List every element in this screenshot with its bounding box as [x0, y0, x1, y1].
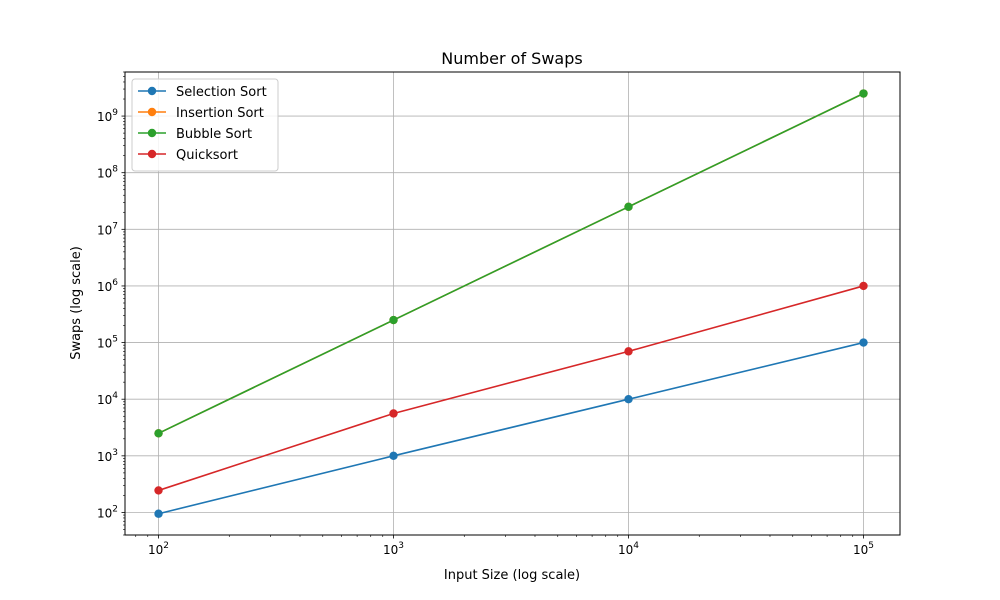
ticks: 102 103 104 105 102 103 104 105 106 107 108 109: [97, 71, 874, 557]
chart-title: Number of Swaps: [441, 49, 582, 68]
legend-swatch-marker: [147, 149, 157, 159]
x-tick-label: 103: [383, 541, 404, 557]
legend-swatch-marker: [147, 128, 157, 138]
x-axis-label: Input Size (log scale): [444, 568, 580, 583]
data-point-selection-sort: [389, 451, 398, 461]
series-line-selection-sort: [158, 341, 864, 515]
series-selection-sort: [154, 338, 868, 518]
data-point-quicksort: [154, 486, 163, 495]
legend-swatch-marker: [147, 86, 157, 96]
legend-item: Selection Sort: [138, 85, 267, 100]
y-axis-label: Swaps (log scale): [69, 246, 84, 360]
legend-label: Insertion Sort: [176, 106, 264, 121]
legend-item: Bubble Sort: [138, 127, 252, 142]
legend-swatch-marker: [147, 107, 157, 117]
data-point-selection-sort: [624, 395, 633, 404]
series-line-bubble-sort: [158, 92, 864, 435]
legend-label: Quicksort: [176, 148, 238, 163]
y-tick-label: 106: [97, 278, 118, 294]
legend-box: [131, 78, 279, 172]
series-quicksort: [154, 281, 868, 495]
data-point-bubble-sort: [624, 202, 633, 211]
y-tick-label: 108: [97, 165, 118, 181]
x-tick-label: 102: [148, 541, 169, 557]
data-point-quicksort: [624, 347, 633, 356]
data-point-quicksort: [859, 281, 868, 291]
data-point-selection-sort: [154, 509, 163, 518]
y-tick-label: 102: [97, 504, 118, 520]
legend: Selection Sort Insertion Sort Bubble Sort Q…: [131, 78, 279, 172]
y-tick-label: 105: [97, 335, 118, 351]
legend-item: Insertion Sort: [138, 106, 264, 121]
data-point-bubble-sort: [154, 429, 163, 438]
series-line-quicksort: [158, 285, 864, 492]
legend-label: Bubble Sort: [176, 127, 252, 142]
data-point-bubble-sort: [859, 89, 868, 98]
legend-item: Quicksort: [138, 148, 238, 163]
series-bubble-sort: [154, 89, 868, 438]
data-point-bubble-sort: [389, 315, 398, 325]
x-tick-label: 104: [618, 541, 639, 557]
legend-label: Selection Sort: [176, 85, 267, 100]
y-tick-label: 103: [97, 448, 118, 464]
x-tick-label: 105: [853, 541, 874, 557]
series-layer: [154, 89, 868, 518]
y-tick-label: 109: [97, 108, 118, 124]
data-point-selection-sort: [859, 338, 868, 347]
data-point-quicksort: [389, 409, 398, 418]
y-tick-label: 107: [97, 221, 118, 237]
plot-frame: [124, 71, 901, 536]
y-tick-label: 104: [97, 391, 118, 407]
